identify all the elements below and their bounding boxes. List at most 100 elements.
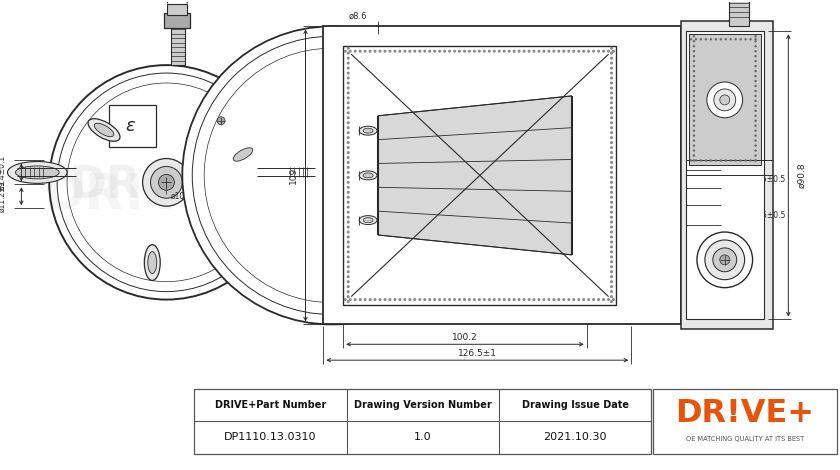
Circle shape xyxy=(347,300,349,303)
Circle shape xyxy=(463,298,466,301)
Circle shape xyxy=(408,50,412,53)
Circle shape xyxy=(453,298,456,301)
Circle shape xyxy=(418,298,421,301)
Circle shape xyxy=(347,186,349,189)
Circle shape xyxy=(433,298,436,301)
Circle shape xyxy=(610,161,613,164)
Circle shape xyxy=(697,232,753,288)
Circle shape xyxy=(403,50,407,53)
Circle shape xyxy=(347,226,349,228)
Circle shape xyxy=(710,38,712,40)
Circle shape xyxy=(610,280,613,283)
Circle shape xyxy=(705,240,744,280)
Circle shape xyxy=(739,38,742,40)
Circle shape xyxy=(558,298,560,301)
Circle shape xyxy=(507,50,511,53)
Ellipse shape xyxy=(88,119,120,141)
Bar xyxy=(109,105,156,147)
Text: DR!VE+: DR!VE+ xyxy=(70,164,264,207)
Circle shape xyxy=(458,298,461,301)
Circle shape xyxy=(710,159,712,162)
Circle shape xyxy=(607,298,610,301)
Circle shape xyxy=(374,298,376,301)
Circle shape xyxy=(347,216,349,219)
Ellipse shape xyxy=(8,162,67,183)
Circle shape xyxy=(347,47,349,50)
Circle shape xyxy=(754,90,757,92)
Circle shape xyxy=(468,50,471,53)
Circle shape xyxy=(493,50,496,53)
Circle shape xyxy=(693,90,696,92)
Circle shape xyxy=(347,126,349,129)
Circle shape xyxy=(610,121,613,124)
Circle shape xyxy=(754,65,757,67)
Circle shape xyxy=(403,298,407,301)
Circle shape xyxy=(538,50,540,53)
Circle shape xyxy=(347,245,349,249)
Circle shape xyxy=(693,115,696,117)
Circle shape xyxy=(754,80,757,82)
Circle shape xyxy=(572,298,575,301)
Circle shape xyxy=(150,166,182,198)
Circle shape xyxy=(693,144,696,147)
Circle shape xyxy=(693,80,696,82)
Bar xyxy=(171,27,186,65)
Circle shape xyxy=(347,255,349,258)
Circle shape xyxy=(533,50,535,53)
Circle shape xyxy=(693,149,696,152)
Circle shape xyxy=(734,159,737,162)
Circle shape xyxy=(423,50,426,53)
Circle shape xyxy=(468,298,471,301)
Circle shape xyxy=(347,71,349,75)
Circle shape xyxy=(159,174,175,190)
Circle shape xyxy=(473,298,476,301)
Circle shape xyxy=(512,298,516,301)
Circle shape xyxy=(749,159,752,162)
Circle shape xyxy=(577,298,580,301)
Circle shape xyxy=(347,260,349,263)
Circle shape xyxy=(347,270,349,273)
Circle shape xyxy=(610,47,613,50)
Circle shape xyxy=(714,89,736,111)
Circle shape xyxy=(517,298,521,301)
Circle shape xyxy=(693,50,696,52)
Circle shape xyxy=(754,50,757,52)
Circle shape xyxy=(553,298,555,301)
Circle shape xyxy=(610,171,613,174)
Circle shape xyxy=(612,298,615,301)
Circle shape xyxy=(610,176,613,179)
Circle shape xyxy=(488,50,491,53)
Circle shape xyxy=(347,181,349,184)
Circle shape xyxy=(444,50,446,53)
Circle shape xyxy=(693,159,696,162)
Circle shape xyxy=(754,40,757,42)
Text: DP1110.13.0310: DP1110.13.0310 xyxy=(224,432,317,442)
Circle shape xyxy=(528,50,531,53)
Circle shape xyxy=(543,50,545,53)
Circle shape xyxy=(693,45,696,47)
Circle shape xyxy=(347,191,349,194)
Circle shape xyxy=(610,251,613,253)
Circle shape xyxy=(754,105,757,107)
Circle shape xyxy=(507,298,511,301)
Text: DR!VE+: DR!VE+ xyxy=(413,171,631,219)
Bar xyxy=(689,34,760,165)
Circle shape xyxy=(720,255,730,265)
Circle shape xyxy=(610,146,613,149)
Circle shape xyxy=(354,50,357,53)
Circle shape xyxy=(695,38,697,40)
Circle shape xyxy=(572,50,575,53)
Circle shape xyxy=(612,50,615,53)
Circle shape xyxy=(347,211,349,214)
Ellipse shape xyxy=(360,126,377,135)
Circle shape xyxy=(483,50,486,53)
Text: ε: ε xyxy=(126,117,135,135)
Text: 109: 109 xyxy=(289,167,298,184)
Circle shape xyxy=(347,116,349,119)
Circle shape xyxy=(610,285,613,288)
Ellipse shape xyxy=(94,123,113,137)
Circle shape xyxy=(693,40,696,42)
Circle shape xyxy=(587,298,591,301)
Text: 126.5±1: 126.5±1 xyxy=(458,349,497,358)
Circle shape xyxy=(388,50,391,53)
